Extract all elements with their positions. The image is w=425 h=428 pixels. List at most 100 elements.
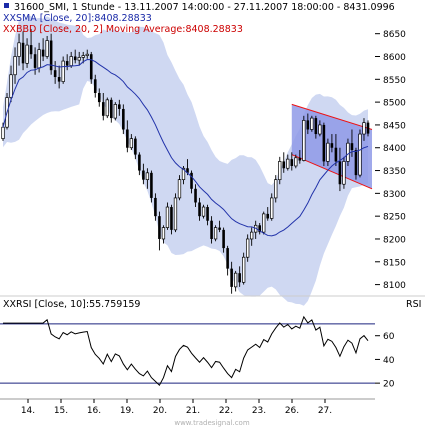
rsi-tick-label: 40 (383, 356, 395, 366)
candle-up (270, 197, 274, 219)
candle-up (37, 49, 41, 69)
bollinger-band (3, 15, 368, 306)
rsi-panel: XX RSI [Close, 10]:55.759159 RSI 20 40 60 (0, 299, 421, 390)
x-tick-label: 21. (186, 406, 200, 416)
sma-legend: SMA [Close, 20]:8408.28833 (16, 13, 152, 24)
candle-down (122, 108, 125, 130)
candle-up (318, 124, 322, 135)
candle-down (109, 99, 113, 119)
candle-down (33, 54, 37, 68)
candle-up (61, 60, 65, 82)
x-tick-label: 27. (318, 406, 332, 416)
candle-down (89, 54, 93, 80)
candle-down (366, 122, 370, 134)
sma-marker: XX (3, 13, 17, 24)
x-tick-label: 23. (252, 406, 266, 416)
candle-down (266, 213, 270, 219)
candle-up (81, 55, 85, 58)
candle-down (29, 45, 33, 55)
candle-down (154, 197, 157, 217)
candle-down (354, 150, 358, 176)
candle-up (286, 158, 290, 169)
chart-title: 31600_SMI, 1 Stunde - 13.11.2007 14:00:0… (14, 2, 395, 13)
price-tick-label: 8100 (383, 281, 406, 291)
candle-up (1, 126, 5, 139)
price-panel: 8100 8150 8200 8250 8300 8350 8400 8450 8500 8550… (1, 15, 407, 306)
candle-down (150, 172, 153, 198)
candle-up (77, 57, 81, 61)
candles-group (1, 29, 370, 294)
candle-down (101, 102, 105, 116)
candle-down (190, 172, 193, 189)
candle-up (69, 56, 73, 66)
candle-up (129, 138, 134, 149)
candle-down (93, 79, 97, 93)
series-marker-square (4, 3, 9, 8)
candle-up (25, 44, 29, 64)
price-tick-label: 8400 (383, 144, 406, 154)
candle-up (274, 179, 278, 199)
candle-down (49, 40, 53, 71)
candle-up (177, 179, 182, 199)
bbd-marker: XX (3, 24, 17, 35)
price-tick-label: 8650 (383, 30, 406, 40)
candle-down (334, 147, 338, 162)
candle-up (201, 206, 206, 217)
candle-up (173, 197, 178, 231)
rsi-line (3, 315, 369, 387)
price-tick-label: 8250 (383, 213, 406, 223)
candle-down (142, 170, 145, 180)
candle-down (21, 42, 25, 64)
candle-up (45, 40, 49, 57)
candle-up (181, 167, 186, 181)
candle-down (134, 138, 137, 155)
candle-down (290, 159, 294, 166)
candle-down (322, 124, 326, 162)
candle-up (213, 227, 218, 240)
x-tick-label: 22. (219, 406, 233, 416)
candle-down (170, 207, 173, 230)
candle-down (65, 61, 69, 66)
rsi-legend: RSI [Close, 10]:55.759159 (16, 299, 140, 310)
candle-down (338, 161, 342, 185)
candle-down (350, 143, 354, 151)
x-tick-label: 16. (87, 406, 101, 416)
x-tick-label: 26. (285, 406, 299, 416)
legend-header: 31600_SMI, 1 Stunde - 13.11.2007 14:00:0… (3, 2, 395, 35)
candle-up (362, 122, 366, 135)
candle-down (194, 188, 197, 203)
candle-down (306, 120, 310, 130)
candle-down (210, 220, 213, 239)
candle-down (222, 229, 225, 249)
rsi-axis: 20 40 60 (375, 332, 395, 390)
price-tick-label: 8150 (383, 258, 406, 268)
watermark: www.tradesignal.com (174, 419, 249, 427)
rsi-marker: XX (3, 299, 17, 310)
candle-down (186, 168, 189, 173)
candle-down (330, 143, 334, 148)
candle-down (282, 161, 286, 169)
candle-up (105, 99, 109, 117)
price-tick-label: 8600 (383, 53, 406, 63)
trend-channel-upper-line (291, 103, 373, 130)
candle-up (342, 161, 346, 185)
x-tick-label: 15. (54, 406, 68, 416)
candle-down (53, 70, 57, 78)
rsi-axis-label: RSI (406, 299, 421, 310)
candle-up (262, 213, 266, 233)
candle-down (118, 104, 121, 109)
x-tick-label: 19. (120, 406, 134, 416)
candle-down (298, 157, 302, 161)
candle-down (238, 273, 241, 283)
price-axis: 8100 8150 8200 8250 8300 8350 8400 8450 8500 8550… (375, 30, 406, 291)
candle-down (73, 56, 77, 61)
x-tick-label: 20. (153, 406, 167, 416)
candle-down (230, 268, 233, 287)
price-tick-label: 8500 (383, 99, 406, 109)
candle-down (57, 77, 61, 82)
candle-up (246, 238, 250, 258)
candle-up (113, 104, 117, 119)
bbd-legend: BBD [Close, 20, 2] Moving Average:8408.2… (16, 24, 243, 35)
price-tick-label: 8200 (383, 235, 406, 245)
